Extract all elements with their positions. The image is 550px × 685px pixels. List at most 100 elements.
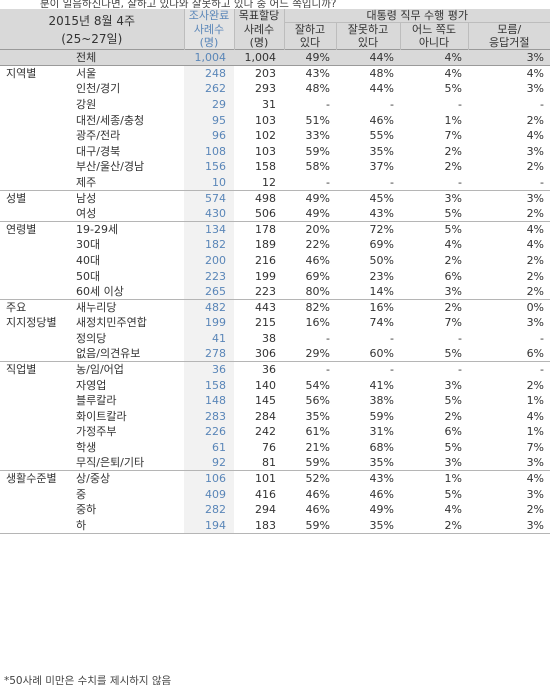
category-cell [0, 409, 72, 425]
no-answer-cell: 2% [526, 269, 545, 283]
subgroup-cell: 30대 [76, 238, 101, 252]
header-target-mid: 사례수 [234, 22, 285, 36]
target-count-cell: 81 [262, 456, 276, 470]
target-count-cell: 102 [255, 129, 276, 143]
approve-cell: - [326, 97, 330, 111]
disapprove-cell: 14% [369, 284, 394, 298]
no-answer-cell: 3% [526, 82, 545, 96]
neutral-cell: 5% [444, 347, 462, 361]
subgroup-cell: 새누리당 [72, 298, 184, 315]
no-answer-cell: 1% [526, 425, 545, 439]
disapprove-cell: 48% [336, 65, 400, 82]
survey-count-cell: 199 [184, 315, 234, 331]
approve-cell: 59% [284, 517, 336, 534]
table-row: 인천/경기 262 293 48% 44% 5% 3% [0, 81, 550, 97]
subgroup-cell: 정의당 [76, 331, 107, 345]
disapprove-cell: 44% [369, 82, 394, 96]
target-count-cell: 242 [255, 425, 276, 439]
table-row: 화이트칼라 283 284 35% 59% 2% 4% [0, 408, 550, 425]
subgroup-cell: 하 [72, 517, 184, 534]
table-row: 직업별 농/임/어업 36 36- - - - [0, 361, 550, 378]
no-answer-cell: 3% [526, 316, 545, 330]
disapprove-cell: 72% [336, 220, 400, 238]
target-count-cell: 31 [262, 97, 276, 111]
table-row: 성별 남성 574 498 49% 45% 3% 3% [0, 189, 550, 206]
subgroup-cell: 화이트칼라 [76, 409, 127, 423]
approve-cell: 20% [284, 220, 336, 238]
subgroup-cell: 상/중상 [72, 470, 184, 487]
header-eval-col: 잘하고 있다 [283, 22, 336, 50]
target-count-cell: 199 [255, 269, 276, 283]
neutral-cell: 3% [444, 378, 462, 392]
table-row: 가정주부 226 242 61% 31% 6% 1% [0, 424, 550, 440]
table-row: 생활수준별 상/중상 106 101 52% 43% 1% 4% [0, 470, 550, 487]
neutral-cell: 7% [444, 316, 462, 330]
no-answer-cell: 2% [526, 284, 545, 298]
survey-count-cell: 248 [184, 65, 234, 82]
neutral-cell: 1% [400, 470, 468, 487]
neutral-cell: 5% [444, 206, 462, 220]
no-answer-cell: 4% [526, 129, 545, 143]
target-count-cell: 215 [255, 316, 276, 330]
presidential-approval-table: 2015년 8월 4주 (25~27일) 조사완료 목표할당 대통령 직무 수행… [0, 9, 550, 534]
survey-count-cell: 148 [184, 392, 234, 409]
subgroup-cell: 50대 [76, 269, 101, 283]
neutral-cell: 2% [444, 144, 462, 158]
approve-cell: 59% [305, 144, 330, 158]
category-cell [0, 424, 72, 440]
header-eval-col-line1: 잘못하고 [347, 23, 389, 36]
no-answer-cell: 2% [526, 253, 545, 267]
target-count-cell: 294 [255, 503, 276, 517]
subgroup-cell: 서울 [72, 65, 184, 82]
approve-cell: 22% [305, 238, 330, 252]
disapprove-cell: 44% [336, 49, 400, 66]
category-cell [0, 97, 72, 113]
survey-date-range: (25~27일) [61, 32, 123, 46]
approve-cell: 16% [305, 316, 330, 330]
header-target-unit: (명) [234, 35, 285, 50]
target-count-cell: 38 [262, 331, 276, 345]
target-count-cell: 216 [255, 253, 276, 267]
approve-cell: 58% [305, 160, 330, 174]
survey-count-cell: 156 [184, 159, 234, 175]
category-cell [0, 331, 72, 347]
survey-count-cell: 223 [184, 268, 234, 284]
target-count-cell: 178 [234, 220, 284, 238]
approve-cell: 46% [305, 487, 330, 501]
disapprove-cell: 35% [369, 144, 394, 158]
no-answer-cell: 3% [526, 456, 545, 470]
no-answer-cell: 3% [468, 49, 550, 66]
approve-cell: 49% [284, 189, 336, 206]
category-cell: 지역별 [0, 65, 72, 82]
target-count-cell: 498 [234, 189, 284, 206]
disapprove-cell: 41% [369, 378, 394, 392]
target-count-cell: 293 [255, 82, 276, 96]
category-cell [0, 346, 72, 362]
table-row: 대전/세종/충청 95 103 51% 46% 1% 2% [0, 112, 550, 128]
survey-count-cell: 182 [184, 237, 234, 253]
approve-cell: 56% [305, 394, 330, 408]
category-cell [0, 284, 72, 300]
subgroup-cell: 자영업 [76, 378, 107, 392]
no-answer-cell: 3% [468, 189, 550, 206]
disapprove-cell: 49% [369, 503, 394, 517]
table-row: 블루칼라 148 145 56% 38% 5% 1% [0, 392, 550, 409]
subgroup-cell: 학생 [76, 441, 97, 455]
subgroup-cell: 강원 [76, 97, 97, 111]
table-row: 30대 182 189 22% 69% 4% 4% [0, 237, 550, 253]
approve-cell: 69% [305, 269, 330, 283]
survey-count-cell: 108 [184, 143, 234, 160]
neutral-cell: 1% [444, 113, 462, 127]
neutral-cell: 5% [444, 82, 462, 96]
neutral-cell: 5% [444, 394, 462, 408]
table-row: 지역별 서울 248 203 43% 48% 4% 4% [0, 65, 550, 82]
neutral-cell: - [458, 97, 462, 111]
subgroup-cell: 여성 [76, 206, 97, 220]
table-row: 연령별 19-29세 134 178 20% 72% 5% 4% [0, 220, 550, 238]
target-count-cell: 103 [255, 144, 276, 158]
target-count-cell: 223 [255, 284, 276, 298]
neutral-cell: 3% [444, 456, 462, 470]
survey-count-cell: 36 [184, 361, 234, 378]
category-cell [0, 487, 72, 503]
table-row: 중 409 416 46% 46% 5% 3% [0, 486, 550, 503]
